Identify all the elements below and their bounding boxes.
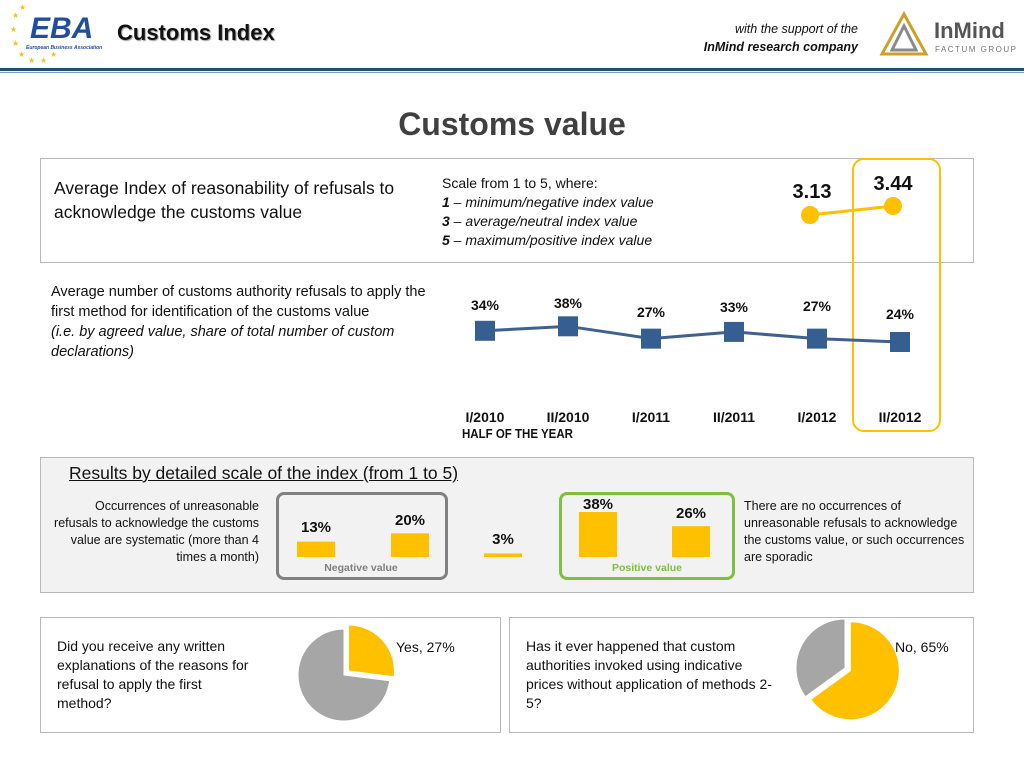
refusals-marker (558, 316, 578, 337)
brand-title: Customs Index (117, 20, 275, 45)
support-line-2: InMind research company (703, 40, 858, 54)
latest-period-highlight (852, 158, 941, 432)
header-divider-thin (0, 72, 1024, 73)
refusals-data-label: 27% (803, 298, 832, 314)
refusals-marker (724, 321, 744, 342)
index-line (809, 204, 894, 217)
scale-data-label: 38% (583, 496, 613, 513)
refusals-data-label: 38% (554, 295, 583, 311)
x-tick-label: I/2010 (466, 409, 505, 425)
inmind-logo: InMind FACTUM GROUP (879, 10, 1017, 56)
scale-intro: Scale from 1 to 5, where: (442, 175, 598, 191)
svg-text:★: ★ (12, 39, 19, 48)
scale-legend: Scale from 1 to 5, where: 1 – minimum/ne… (442, 174, 654, 250)
inmind-triangle-icon (879, 10, 929, 56)
x-tick-label: II/2011 (713, 409, 755, 425)
positive-group-box (559, 492, 735, 580)
scale-bar-1 (297, 541, 335, 557)
refusals-label-text: Average number of customs authority refu… (51, 284, 426, 320)
question1-panel (40, 617, 501, 733)
index-label-2011: 3.13 (793, 181, 832, 203)
scale-data-label: 20% (395, 512, 425, 529)
refusals-label: Average number of customs authority refu… (51, 282, 431, 362)
eba-logo-text: EBA (30, 12, 93, 45)
pie2-slice (795, 618, 846, 698)
index-label-2012: 3.44 (874, 173, 914, 195)
pie2-label: No, 65% (895, 639, 949, 655)
scale-data-label: 3% (492, 531, 514, 548)
eu-stars-icon: ★ ★ ★ ★ ★ ★ ★ ★ (10, 4, 57, 64)
eba-logo-subtitle: European Business Association (26, 45, 102, 51)
refusals-data-label: 27% (637, 304, 666, 320)
index-panel (40, 158, 974, 263)
pie1-slice (297, 628, 391, 722)
support-note: with the support of the InMind research … (704, 20, 858, 56)
x-axis-title: HALF OF THE YEAR (462, 427, 573, 441)
eba-logo: ★ ★ ★ ★ ★ ★ ★ ★ EBA European Business As… (10, 4, 102, 64)
svg-text:★: ★ (12, 11, 19, 20)
header-divider (0, 68, 1024, 71)
positive-description: There are no occurrences of unreasonable… (744, 499, 965, 564)
refusals-line (484, 324, 901, 344)
pie2-slice (810, 621, 900, 721)
refusals-data-label: 24% (886, 306, 915, 322)
x-tick-label: II/2012 (879, 409, 922, 425)
scale-bar-3 (484, 553, 522, 557)
refusals-marker (641, 328, 661, 349)
pie1-slice (348, 624, 395, 678)
index-point (884, 197, 902, 215)
scale-bar-5 (672, 526, 710, 557)
positive-group-label: Positive value (612, 562, 682, 574)
results-title: Results by detailed scale of the index (… (69, 463, 459, 483)
svg-text:★: ★ (40, 56, 47, 64)
refusals-data-label: 34% (471, 297, 500, 313)
svg-text:★: ★ (50, 50, 57, 59)
scale-data-label: 26% (676, 505, 706, 522)
scale-bar-4 (579, 512, 617, 557)
scale-item: 5 – maximum/positive index value (442, 232, 653, 248)
inmind-logo-sub: FACTUM GROUP (935, 45, 1017, 54)
question1-text: Did you receive any written explanations… (57, 638, 249, 711)
scale-item: 3 – average/neutral index value (442, 213, 638, 229)
support-line-1: with the support of the (735, 22, 858, 36)
svg-text:★: ★ (19, 4, 26, 12)
question2-text: Has it ever happened that custom authori… (526, 638, 772, 711)
refusals-marker (807, 328, 827, 349)
page-title: Customs value (398, 106, 626, 142)
index-label: Average Index of reasonability of refusa… (54, 178, 395, 222)
x-tick-label: II/2010 (547, 409, 590, 425)
x-tick-label: I/2011 (632, 409, 670, 425)
svg-text:★: ★ (10, 25, 17, 34)
results-panel (40, 457, 974, 593)
refusals-note: (i.e. by agreed value, share of total nu… (51, 324, 395, 360)
scale-data-label: 13% (301, 519, 331, 536)
svg-text:★: ★ (18, 50, 25, 59)
svg-text:★: ★ (28, 56, 35, 64)
scale-bar-2 (391, 533, 429, 557)
refusals-marker (890, 332, 910, 352)
negative-group-label: Negative value (324, 562, 398, 574)
refusals-marker (475, 320, 495, 341)
negative-group-box (276, 492, 448, 580)
scale-item: 1 – minimum/negative index value (442, 194, 654, 210)
inmind-logo-text: InMind (934, 18, 1005, 43)
negative-description: Occurrences of unreasonable refusals to … (54, 499, 259, 564)
index-point (801, 206, 819, 224)
pie1-label: Yes, 27% (396, 639, 455, 655)
x-tick-label: I/2012 (798, 409, 837, 425)
refusals-data-label: 33% (720, 299, 749, 315)
